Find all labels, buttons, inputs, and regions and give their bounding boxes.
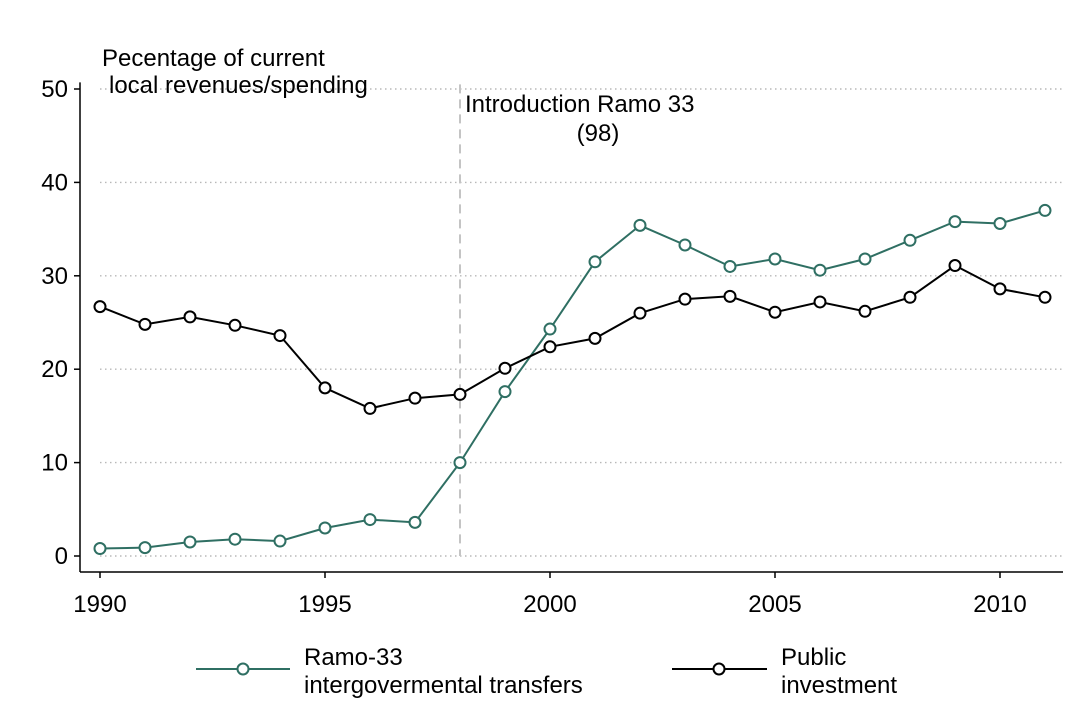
annotation-label-line-2: (98) — [577, 120, 620, 147]
legend-label-public-investment-line-2: investment — [781, 672, 897, 699]
y-tick-label-40: 40 — [41, 169, 68, 196]
data-point-s1-1995 — [318, 381, 332, 395]
data-point-s1-1999 — [498, 361, 512, 375]
data-point-s1-2011 — [1038, 290, 1052, 304]
data-point-s1-2010 — [993, 282, 1007, 296]
data-point-s0-2008 — [903, 233, 917, 247]
x-tick-label-2005: 2005 — [748, 591, 801, 618]
data-point-s0-2011 — [1038, 203, 1052, 217]
data-point-s0-2007 — [858, 252, 872, 266]
data-point-s0-1998 — [453, 456, 467, 470]
data-point-s1-2004 — [723, 289, 737, 303]
series-line-1 — [99, 264, 1046, 410]
data-point-s0-1993 — [228, 532, 242, 546]
y-tick-label-20: 20 — [41, 356, 68, 383]
x-tick-label-2010: 2010 — [973, 591, 1026, 618]
legend-marker-public-investment — [712, 662, 726, 676]
legend-marker-ramo33 — [236, 662, 250, 676]
data-point-s0-2003 — [678, 238, 692, 252]
data-point-s1-2002 — [633, 306, 647, 320]
data-point-s0-2010 — [993, 216, 1007, 230]
y-tick-label-0: 0 — [55, 543, 68, 570]
y-tick-label-10: 10 — [41, 450, 68, 477]
data-point-s1-1998 — [453, 387, 467, 401]
series-points — [93, 203, 1052, 556]
data-point-s1-2009 — [948, 259, 962, 273]
axes: 0 10 20 30 40 50 1990 1995 2000 2005 2010 — [41, 76, 1063, 618]
legend-label-ramo33-line-1: Ramo-33 — [304, 644, 403, 671]
y-tick-label-30: 30 — [41, 263, 68, 290]
x-tick-label-1995: 1995 — [298, 591, 351, 618]
legend: Ramo-33 intergovermental transfers Publi… — [196, 644, 897, 699]
series-line-0 — [99, 209, 1046, 550]
data-point-s1-2001 — [588, 331, 602, 345]
annotation-label-line-1: Introduction Ramo 33 — [465, 91, 694, 118]
data-point-s1-2000 — [543, 340, 557, 354]
data-point-s0-1997 — [408, 515, 422, 529]
data-point-s1-1990 — [93, 300, 107, 314]
y-tick-label-50: 50 — [41, 76, 68, 103]
data-point-s1-1992 — [183, 310, 197, 324]
data-point-s0-1992 — [183, 535, 197, 549]
data-point-s1-1997 — [408, 391, 422, 405]
x-tick-label-2000: 2000 — [523, 591, 576, 618]
data-point-s0-2009 — [948, 215, 962, 229]
gridlines — [100, 88, 1063, 557]
data-point-s0-1991 — [138, 541, 152, 555]
data-point-s0-1999 — [498, 385, 512, 399]
data-point-s0-2000 — [543, 322, 557, 336]
data-point-s0-2001 — [588, 255, 602, 269]
data-point-s0-2004 — [723, 259, 737, 273]
legend-label-ramo33-line-2: intergovermental transfers — [304, 672, 583, 699]
x-tick-label-1990: 1990 — [73, 591, 126, 618]
data-point-s1-2005 — [768, 305, 782, 319]
series-lines — [99, 209, 1046, 550]
data-point-s1-1994 — [273, 329, 287, 343]
data-point-s0-1995 — [318, 521, 332, 535]
data-point-s1-1991 — [138, 317, 152, 331]
data-point-s1-2007 — [858, 304, 872, 318]
legend-item-ramo33: Ramo-33 intergovermental transfers — [196, 644, 583, 699]
data-point-s0-2005 — [768, 252, 782, 266]
data-point-s0-1994 — [273, 534, 287, 548]
data-point-s0-1996 — [363, 513, 377, 527]
data-point-s0-2006 — [813, 263, 827, 277]
y-axis-title-line-2: local revenues/spending — [109, 72, 368, 99]
data-point-s0-1990 — [93, 542, 107, 556]
data-point-s0-2002 — [633, 218, 647, 232]
data-point-s1-1993 — [228, 318, 242, 332]
legend-item-public-investment: Public investment — [672, 644, 897, 699]
y-axis-title-line-1: Pecentage of current — [102, 45, 325, 72]
data-point-s1-2008 — [903, 290, 917, 304]
data-point-s1-1996 — [363, 401, 377, 415]
data-point-s1-2006 — [813, 295, 827, 309]
data-point-s1-2003 — [678, 292, 692, 306]
legend-label-public-investment-line-1: Public — [781, 644, 846, 671]
